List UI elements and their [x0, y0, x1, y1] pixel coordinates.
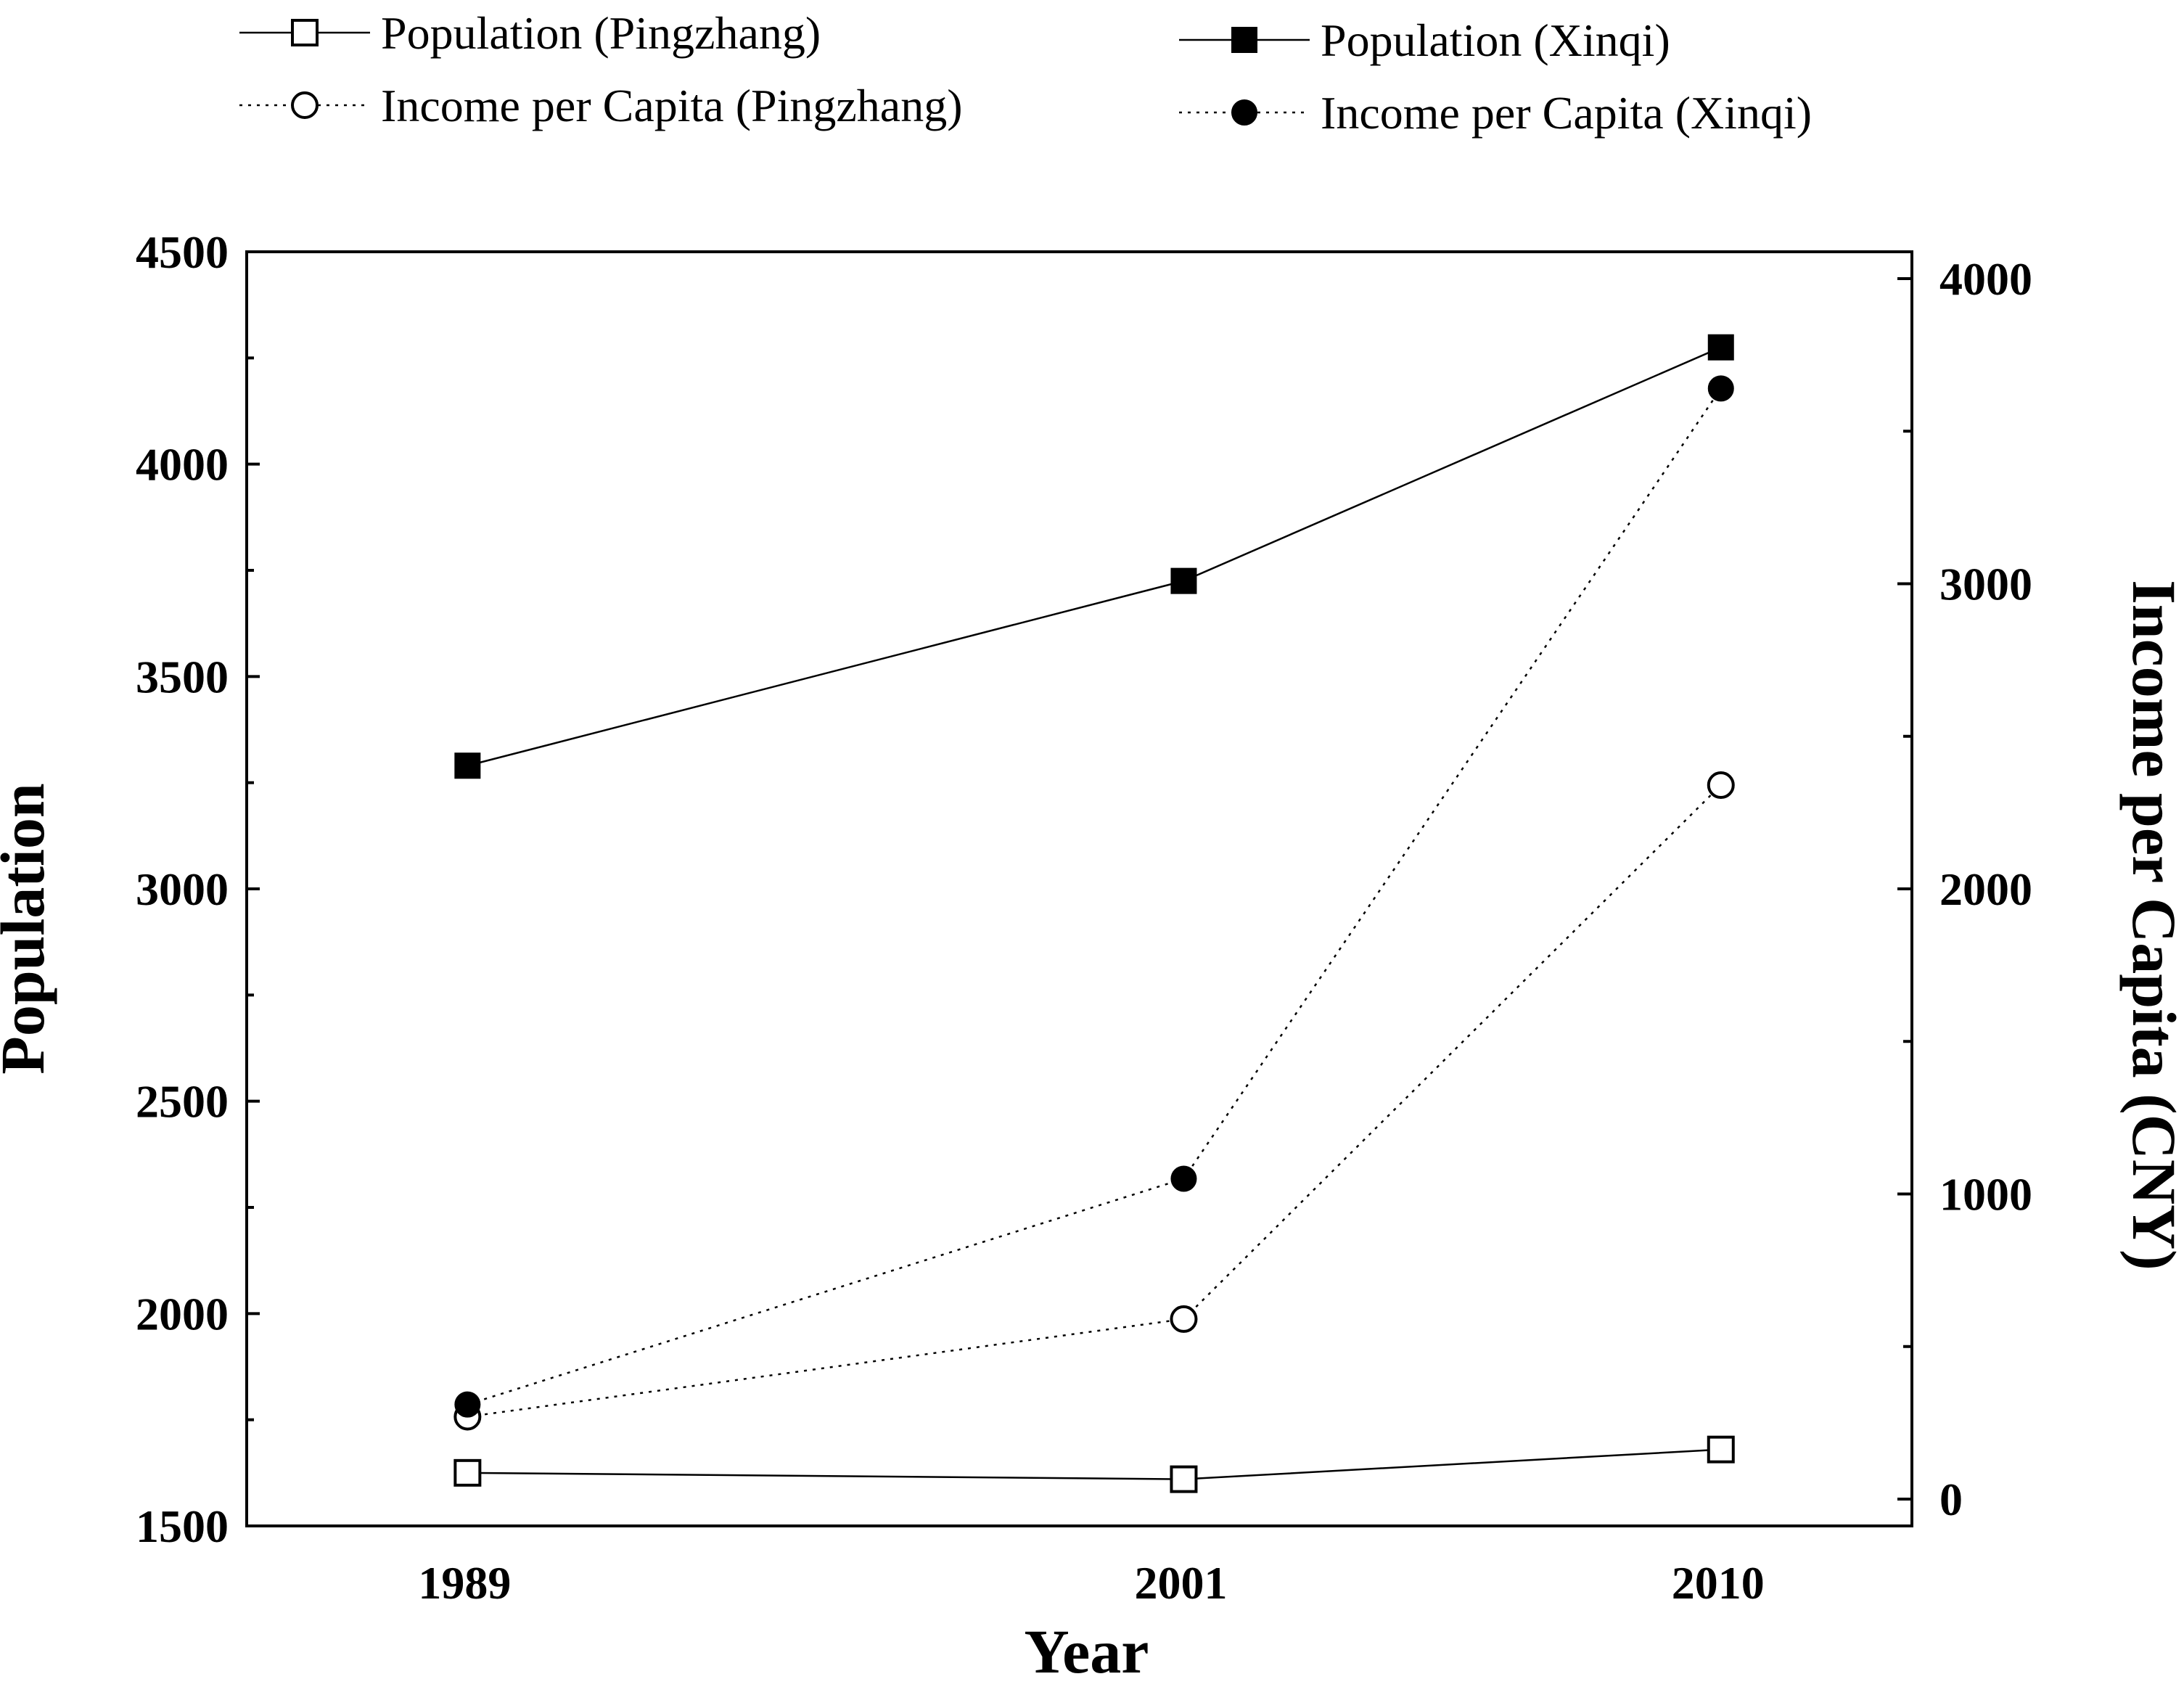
- legend-label: Income per Capita (Pingzhang): [381, 80, 963, 131]
- data-point-square-filled: [1231, 27, 1257, 53]
- series-line: [467, 387, 1722, 1405]
- left-tick-label: 2500: [136, 1076, 229, 1128]
- legend-item: Income per Capita (Pingzhang): [239, 80, 963, 131]
- x-axis-title: Year: [1025, 1617, 1149, 1686]
- x-tick-label: 2010: [1672, 1557, 1765, 1609]
- right-y-axis-title: Income per Capita (CNY): [2119, 580, 2184, 1270]
- data-point-circle-filled: [1707, 375, 1734, 402]
- legend-label: Population (Xinqi): [1321, 15, 1670, 66]
- right-tick-label: 1000: [1939, 1168, 2032, 1220]
- x-tick-label: 2001: [1134, 1557, 1227, 1609]
- left-tick-label: 2000: [136, 1288, 229, 1339]
- data-point-circle-filled: [1231, 99, 1257, 126]
- x-axis: 1989 2001 2010: [418, 1557, 1764, 1609]
- series-income-per-capita-pingzhang: [453, 771, 1735, 1431]
- x-tick-label: 1989: [418, 1557, 511, 1609]
- data-point-square-filled: [1707, 334, 1734, 361]
- series-population-xinqi: [454, 334, 1734, 779]
- data-point-square-open: [1707, 1435, 1735, 1464]
- data-point-circle-open: [1707, 771, 1735, 800]
- data-point-circle-filled: [1170, 1165, 1197, 1192]
- plot-frame: [245, 250, 1913, 1527]
- right-tick-label: 0: [1939, 1474, 1963, 1525]
- legend-item: Income per Capita (Xinqi): [1179, 87, 1812, 139]
- data-point-circle-filled: [454, 1391, 481, 1418]
- legend-label: Income per Capita (Xinqi): [1321, 87, 1812, 139]
- legend: Population (Pingzhang) Population (Xinqi)…: [239, 7, 1812, 139]
- left-tick-label: 1500: [136, 1501, 229, 1552]
- data-point-square-filled: [1170, 567, 1197, 594]
- data-point-square-open: [291, 19, 319, 46]
- left-tick-label: 4000: [136, 439, 229, 491]
- series-layer: [453, 334, 1735, 1493]
- data-point-square-filled: [454, 752, 481, 779]
- series-line: [467, 784, 1722, 1418]
- left-tick-label: 3500: [136, 651, 229, 702]
- series-income-per-capita-xinqi: [454, 375, 1734, 1418]
- legend-item: Population (Xinqi): [1179, 15, 1670, 66]
- data-point-circle-open: [291, 91, 319, 119]
- data-point-square-open: [1170, 1465, 1198, 1493]
- series-line: [467, 346, 1722, 767]
- right-y-axis: 0 1000 2000 3000 4000: [1897, 253, 2032, 1525]
- right-tick-label: 2000: [1939, 863, 2032, 915]
- legend-item: Population (Pingzhang): [239, 7, 821, 59]
- left-y-axis-title: Population: [0, 783, 57, 1074]
- legend-label: Population (Pingzhang): [381, 7, 821, 59]
- data-point-circle-open: [1170, 1305, 1198, 1333]
- series-line: [467, 1448, 1721, 1480]
- left-y-axis: 1500 2000 2500 3000 3500 4000 4500: [136, 226, 260, 1552]
- right-tick-label: 3000: [1939, 559, 2032, 610]
- series-population-pingzhang: [453, 1435, 1735, 1493]
- right-tick-label: 4000: [1939, 253, 2032, 305]
- left-tick-label: 3000: [136, 863, 229, 915]
- data-point-square-open: [453, 1458, 482, 1487]
- left-tick-label: 4500: [136, 226, 229, 278]
